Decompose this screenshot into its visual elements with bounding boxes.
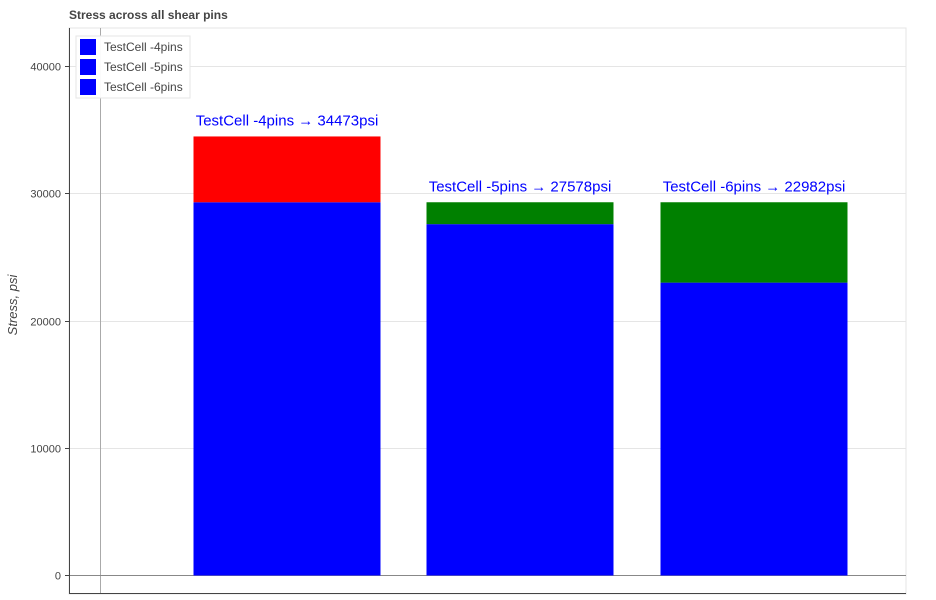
- bar-2-top: [426, 202, 614, 225]
- bar-3-top: [660, 202, 848, 283]
- bar-2-label: TestCell -5pins → 27578psi: [429, 178, 612, 195]
- legend-swatch[interactable]: [80, 79, 96, 95]
- legend-swatch[interactable]: [80, 39, 96, 55]
- legend-item-label[interactable]: TestCell -4pins: [104, 40, 183, 54]
- y-axis-label: Stress, psi: [5, 274, 20, 336]
- y-tick-label: 20000: [30, 317, 61, 329]
- legend[interactable]: TestCell -4pins TestCell -5pins TestCell -…: [75, 35, 191, 99]
- bar-1-label: TestCell -4pins → 34473psi: [196, 112, 379, 129]
- bar-1-top: [193, 136, 381, 203]
- legend-item-label[interactable]: TestCell -5pins: [104, 60, 183, 74]
- bars-layer: [193, 136, 848, 576]
- axis-layer: 0 10000 20000 30000 40000: [30, 28, 906, 594]
- legend-item-label[interactable]: TestCell -6pins: [104, 80, 183, 94]
- labels-layer: TestCell -4pins → 34473psi TestCell -5pin…: [196, 112, 846, 195]
- y-tick-label: 0: [55, 571, 61, 583]
- bar-1-base: [193, 202, 381, 576]
- y-tick-label: 40000: [30, 62, 61, 74]
- bar-3-base: [660, 282, 848, 576]
- chart-title: Stress across all shear pins: [69, 8, 228, 22]
- y-tick-label: 30000: [30, 189, 61, 201]
- y-tick-label: 10000: [30, 444, 61, 456]
- bar-3-label: TestCell -6pins → 22982psi: [663, 178, 846, 195]
- bar-2-base: [426, 224, 614, 576]
- legend-swatch[interactable]: [80, 59, 96, 75]
